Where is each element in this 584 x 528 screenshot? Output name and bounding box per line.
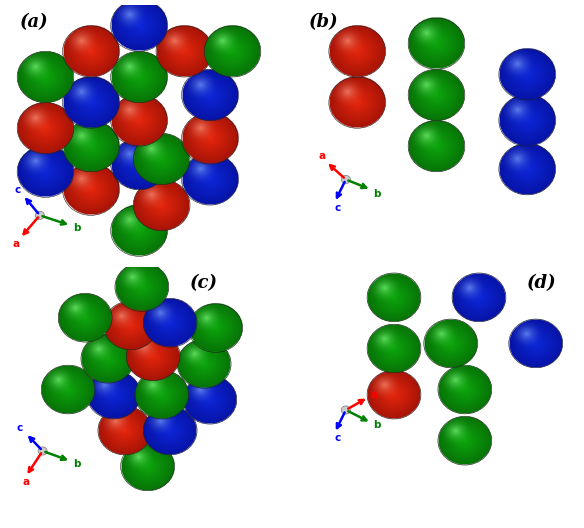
Text: b: b — [373, 420, 381, 430]
Text: c: c — [17, 423, 23, 433]
Circle shape — [38, 447, 47, 455]
Text: a: a — [22, 477, 29, 487]
Text: (d): (d) — [527, 274, 557, 292]
Circle shape — [341, 406, 350, 414]
Text: b: b — [73, 459, 81, 469]
Text: c: c — [334, 433, 340, 443]
Circle shape — [35, 211, 44, 220]
Text: b: b — [73, 223, 81, 233]
Text: a: a — [318, 152, 325, 162]
Text: (c): (c) — [190, 274, 218, 292]
Text: (b): (b) — [309, 13, 339, 31]
Text: c: c — [334, 203, 340, 213]
Circle shape — [341, 175, 350, 184]
Text: c: c — [14, 185, 20, 195]
Text: a: a — [371, 390, 378, 400]
Text: b: b — [373, 188, 381, 199]
Text: (a): (a) — [20, 13, 48, 31]
Text: a: a — [12, 239, 19, 249]
